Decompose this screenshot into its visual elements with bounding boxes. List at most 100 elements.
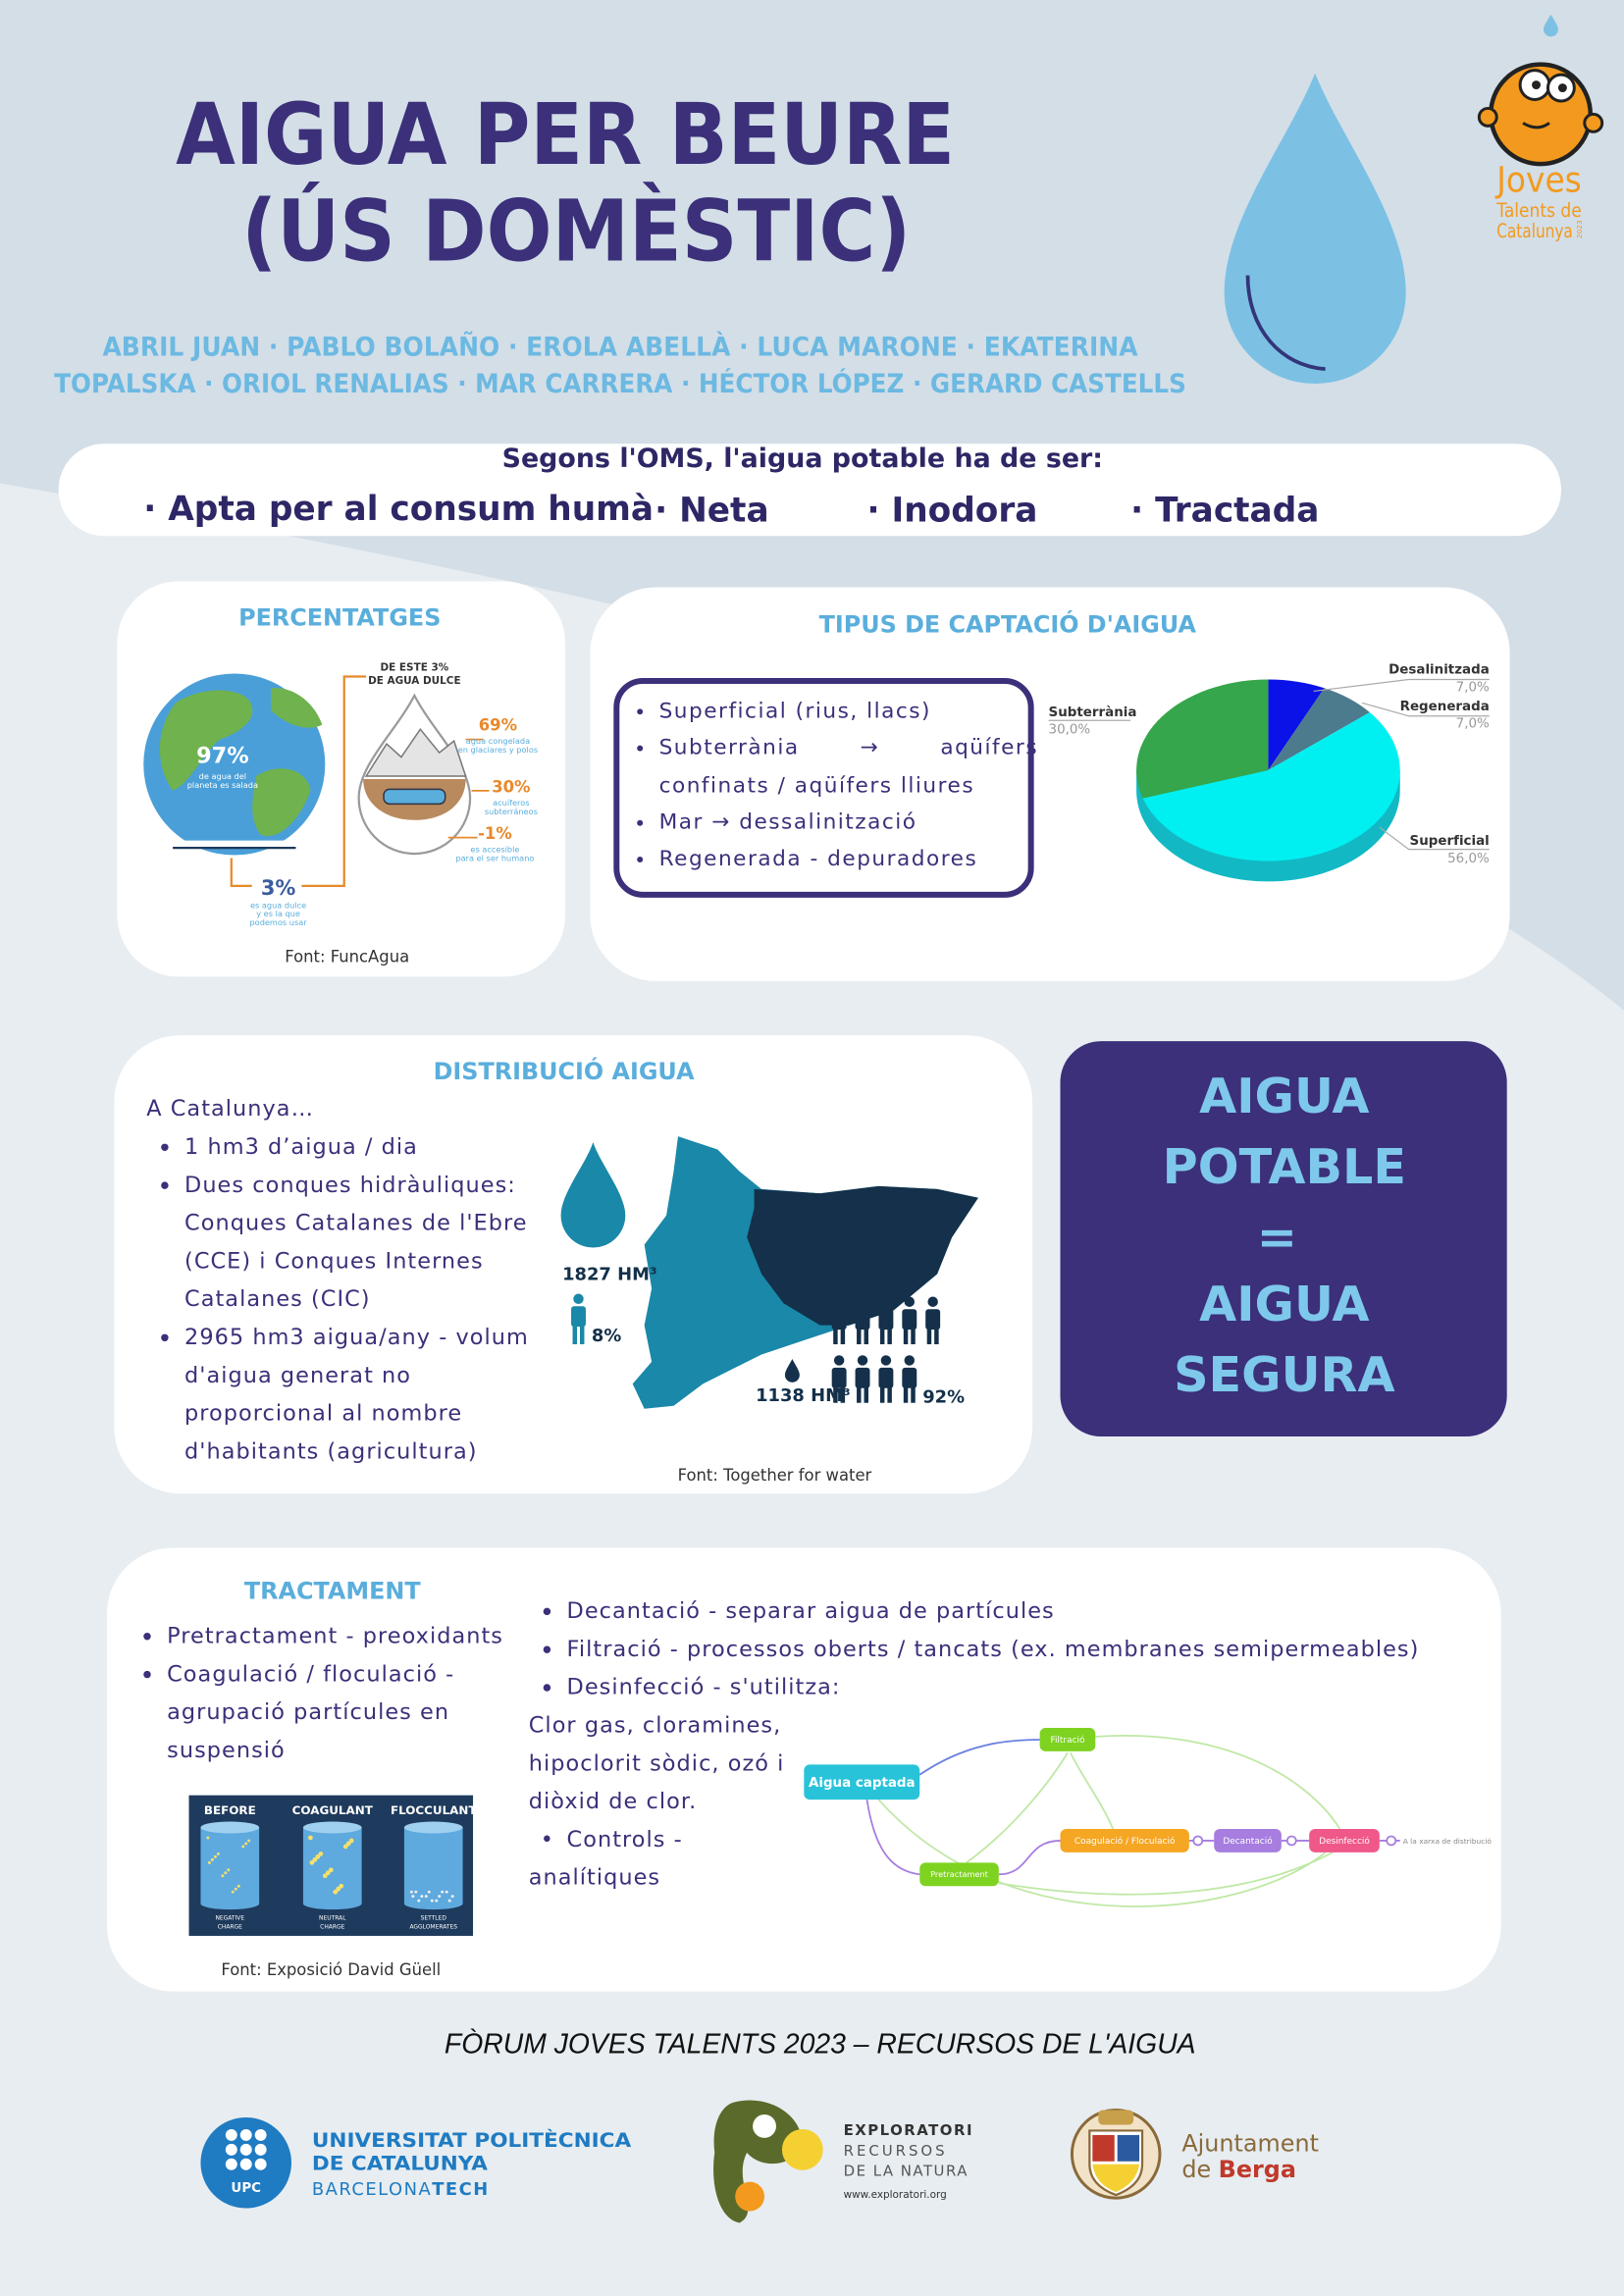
pie-value-label: 30,0%: [1049, 723, 1091, 738]
image-caption: SETTLED: [421, 1915, 447, 1922]
authors: ABRIL JUAN · PABLO BOLAÑO · EROLA ABELLÀ…: [102, 332, 1137, 363]
particle: [241, 1845, 245, 1849]
pie-value-label: 7,0%: [1456, 717, 1490, 732]
exploratori-logo-part: EXPLORATORI: [844, 2121, 973, 2139]
catalonia-map-part: [571, 1293, 586, 1345]
particle: [206, 1836, 210, 1840]
upc-logo-part: UPC: [231, 2181, 261, 2196]
catalonia-map-part: [560, 1142, 626, 1248]
upc-logo-part-part: [254, 2128, 267, 2141]
particle: [244, 1842, 248, 1846]
pie-value-label: 7,0%: [1456, 680, 1490, 695]
cylinder: [403, 1827, 463, 1905]
joves-logo-part: [1583, 112, 1604, 133]
section-title: TRACTAMENT: [244, 1578, 422, 1605]
controls: Controls - analítiques: [529, 1820, 705, 1897]
water-infographic-part: [383, 788, 446, 806]
map-label: 8%: [592, 1326, 621, 1346]
flow-node: [1060, 1829, 1189, 1852]
particle: [342, 1844, 348, 1850]
particle: [441, 1890, 445, 1894]
water-infographic-part: acuíferos: [493, 798, 529, 808]
person-icon: [903, 1386, 909, 1403]
list-item: Decantació - separar aigua de partícules: [567, 1592, 1504, 1630]
flow-edges-part: [1192, 1835, 1204, 1847]
joves-logo-part: [1522, 122, 1550, 130]
flow-edges-part: [1386, 1835, 1397, 1847]
person-icon: [927, 1296, 938, 1307]
flow-node-label: Pretractament: [930, 1869, 989, 1879]
particle: [417, 1899, 421, 1903]
person-icon: [857, 1296, 868, 1307]
pie-slice: [1142, 712, 1400, 861]
person-icon: [926, 1328, 932, 1345]
forum: FÒRUM JOVES TALENTS 2023 – RECURSOS DE L…: [445, 2028, 1196, 2060]
oms-item: · Inodora: [867, 491, 1038, 530]
person-icon: [833, 1355, 845, 1366]
water-infographic-part: subterráneos: [485, 807, 538, 816]
water-infographic-part: es agua dulce: [250, 900, 306, 910]
catalonia-map-part-part: [572, 1325, 578, 1345]
water-infographic-part: DE AGUA DULCE: [368, 675, 461, 687]
person-icon: [904, 1296, 916, 1307]
water-infographic-part: 69%: [479, 716, 517, 735]
list-item: Superficial (rius, llacs): [659, 694, 1039, 731]
particle: [227, 1868, 231, 1872]
person-icon: [879, 1386, 885, 1403]
flow-node-label: Desinfecció: [1319, 1836, 1370, 1847]
particle: [325, 1870, 331, 1876]
pie-slice: [1268, 679, 1325, 771]
person-icon: [857, 1328, 862, 1345]
particle: [318, 1851, 324, 1856]
particle: [336, 1886, 341, 1892]
person-icon: [934, 1328, 939, 1345]
water-infographic-part: y es la que: [256, 909, 300, 918]
particle: [348, 1838, 354, 1844]
particle: [435, 1899, 439, 1903]
pie-label: Regenerada: [1400, 700, 1490, 714]
particle: [309, 1859, 315, 1865]
exploratori-logo-part: [753, 2114, 776, 2138]
person-icon: [904, 1355, 916, 1366]
upc-logo-part-part: [239, 2143, 252, 2156]
upc-logo-part-part: [225, 2143, 237, 2156]
captacio-list: Superficial (rius, llacs) Subterrània → …: [621, 694, 1038, 879]
upc-logo-part: TECH: [432, 2179, 490, 2200]
water-infographic-part: en glaciares y polos: [458, 745, 538, 755]
berga-logo-part: de: [1181, 2156, 1211, 2183]
upc-logo-part: UNIVERSITAT POLITÈCNICA: [312, 2129, 631, 2152]
person-icon: [831, 1367, 847, 1388]
flow-edges-part: [966, 1751, 1069, 1864]
particle: [414, 1890, 418, 1894]
particle: [450, 1895, 454, 1899]
list-item: Coagulació / floculació - agrupació part…: [167, 1654, 511, 1768]
list-item: Subterrània → aqüífers confinats / aqüíf…: [659, 731, 1039, 806]
pie-leaders: [1048, 678, 1490, 851]
flow-edges-part: [1285, 1835, 1297, 1847]
particle: [231, 1890, 235, 1894]
particle: [213, 1854, 217, 1858]
image-label: COAGULANT: [292, 1803, 374, 1817]
berga-logo-part: [1098, 2110, 1134, 2125]
particle: [328, 1867, 334, 1873]
map-label: 92%: [922, 1387, 965, 1408]
oms-item: · Apta per al consum humà: [143, 490, 654, 529]
person-icon: [880, 1296, 892, 1307]
particle: [447, 1899, 451, 1903]
joves-logo-part: [1532, 80, 1542, 90]
upc-logo-part-part: [225, 2158, 237, 2170]
joves-logo-part: [1557, 83, 1567, 93]
water-infographic-part: DE ESTE 3%: [381, 662, 449, 674]
pie-label: Superficial: [1410, 834, 1490, 849]
water-infographic-part: podemos usar: [249, 917, 307, 927]
particle: [411, 1895, 415, 1899]
particle: [216, 1852, 220, 1855]
list-item: Pretractament - preoxidants: [167, 1617, 511, 1655]
flow-edges-part: [1095, 1735, 1341, 1830]
particle: [424, 1895, 428, 1899]
particle: [339, 1883, 344, 1889]
person-icon: [878, 1309, 894, 1331]
water-drop-part: [1245, 275, 1326, 371]
